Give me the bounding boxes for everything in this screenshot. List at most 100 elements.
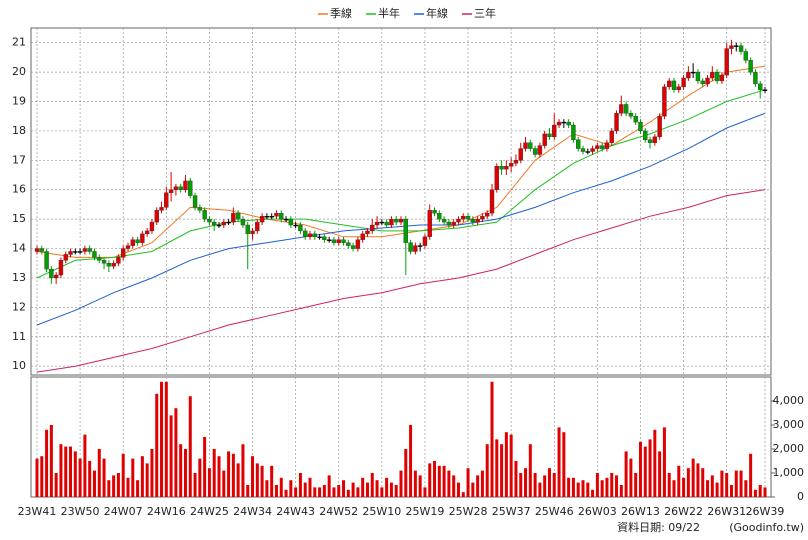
volume-bar — [102, 458, 106, 497]
candle-body — [595, 145, 600, 149]
candle-body — [638, 121, 643, 132]
volume-bar — [73, 451, 77, 497]
volume-bar — [54, 473, 58, 497]
volume-bar — [69, 446, 73, 497]
candle-body — [417, 245, 423, 247]
volume-bar — [59, 444, 63, 497]
volume-bar — [251, 456, 255, 497]
volume-bar — [35, 458, 39, 497]
candle-body — [465, 216, 471, 220]
candle-body — [690, 71, 696, 74]
volume-bar — [648, 439, 652, 497]
x-tick-label: 23W50 — [61, 505, 100, 518]
volume-bar — [260, 465, 264, 497]
legend-label: 三年 — [474, 6, 496, 20]
candle-body — [82, 248, 88, 252]
candle-body — [149, 221, 155, 232]
candle-body — [652, 136, 658, 143]
candle-body — [470, 218, 476, 223]
candle-body — [307, 233, 313, 237]
volume-bar — [595, 473, 599, 497]
candle-body — [111, 263, 116, 267]
y-tick-label: 17 — [12, 153, 26, 166]
x-tick-label: 24W34 — [233, 505, 272, 518]
candle-body — [499, 166, 504, 170]
candle-body — [326, 239, 332, 241]
volume-bar — [653, 429, 657, 497]
volume-bar — [413, 470, 417, 497]
volume-bar — [634, 473, 638, 497]
candle-body — [183, 180, 188, 190]
candle-body — [580, 148, 586, 152]
candle-body — [489, 189, 495, 214]
candle-body — [513, 160, 519, 164]
candle-body — [427, 210, 432, 237]
volume-bar — [49, 425, 53, 497]
x-tick-label: 26W39 — [746, 505, 785, 518]
volume-bar — [188, 396, 192, 497]
volume-bar — [744, 480, 748, 497]
volume-bar — [691, 458, 695, 497]
candle-body — [705, 77, 710, 85]
volume-bar — [433, 461, 437, 497]
volume-bar — [136, 480, 140, 497]
volume-bar — [471, 482, 475, 497]
volume-bar — [107, 480, 111, 497]
candle-body — [604, 142, 610, 149]
candle-body — [159, 207, 164, 211]
volume-bar — [739, 470, 743, 497]
candle-body — [743, 51, 749, 61]
x-tick-label: 26W22 — [664, 505, 703, 518]
candle-body — [34, 248, 40, 252]
volume-bar — [461, 492, 465, 497]
candle-body — [456, 218, 461, 223]
volume-bar — [313, 487, 317, 497]
candle-body — [58, 260, 64, 276]
candle-body — [39, 248, 44, 252]
volume-bar — [346, 489, 350, 497]
volume-bar — [227, 451, 231, 497]
candle-body — [518, 148, 523, 161]
x-tick-label: 24W07 — [104, 505, 143, 518]
volume-bar — [409, 425, 413, 497]
y-tick-label: 16 — [12, 183, 26, 196]
candle-body — [566, 121, 571, 126]
volume-bar — [361, 477, 365, 497]
candle-body — [719, 74, 725, 82]
candle-body — [446, 221, 452, 226]
candle-body — [676, 86, 681, 90]
x-tick-label: 26W31 — [707, 505, 746, 518]
volume-bar — [121, 453, 125, 497]
candle-body — [370, 224, 375, 232]
candle-body — [106, 263, 112, 267]
volume-bar — [466, 468, 470, 497]
candle-body — [398, 218, 404, 223]
volume-tick-label: 4,000 — [773, 394, 805, 407]
date-label: 資料日期: 09/22 — [617, 520, 700, 534]
volume-bar — [241, 444, 245, 497]
volume-bar — [672, 480, 676, 497]
volume-bar — [126, 477, 130, 497]
candle-body — [647, 139, 653, 143]
candle-body — [235, 213, 241, 220]
volume-bar — [45, 429, 49, 497]
candle-body — [121, 248, 126, 258]
candle-body — [628, 113, 634, 117]
volume-bar — [318, 487, 322, 497]
candle-body — [528, 142, 533, 149]
volume-bar — [610, 473, 614, 497]
volume-tick-label: 3,000 — [773, 418, 805, 431]
candle-body — [571, 124, 576, 140]
candle-body — [240, 218, 246, 226]
candle-body — [441, 218, 447, 223]
x-tick-label: 26W13 — [621, 505, 660, 518]
candle-body — [355, 239, 361, 249]
volume-bar — [174, 408, 178, 497]
volume-bar — [160, 381, 164, 497]
volume-bar — [212, 449, 216, 497]
volume-bar — [116, 473, 120, 497]
volume-bar — [88, 461, 92, 497]
volume-bar — [753, 489, 757, 497]
candle-body — [279, 213, 284, 220]
candle-body — [259, 216, 265, 223]
